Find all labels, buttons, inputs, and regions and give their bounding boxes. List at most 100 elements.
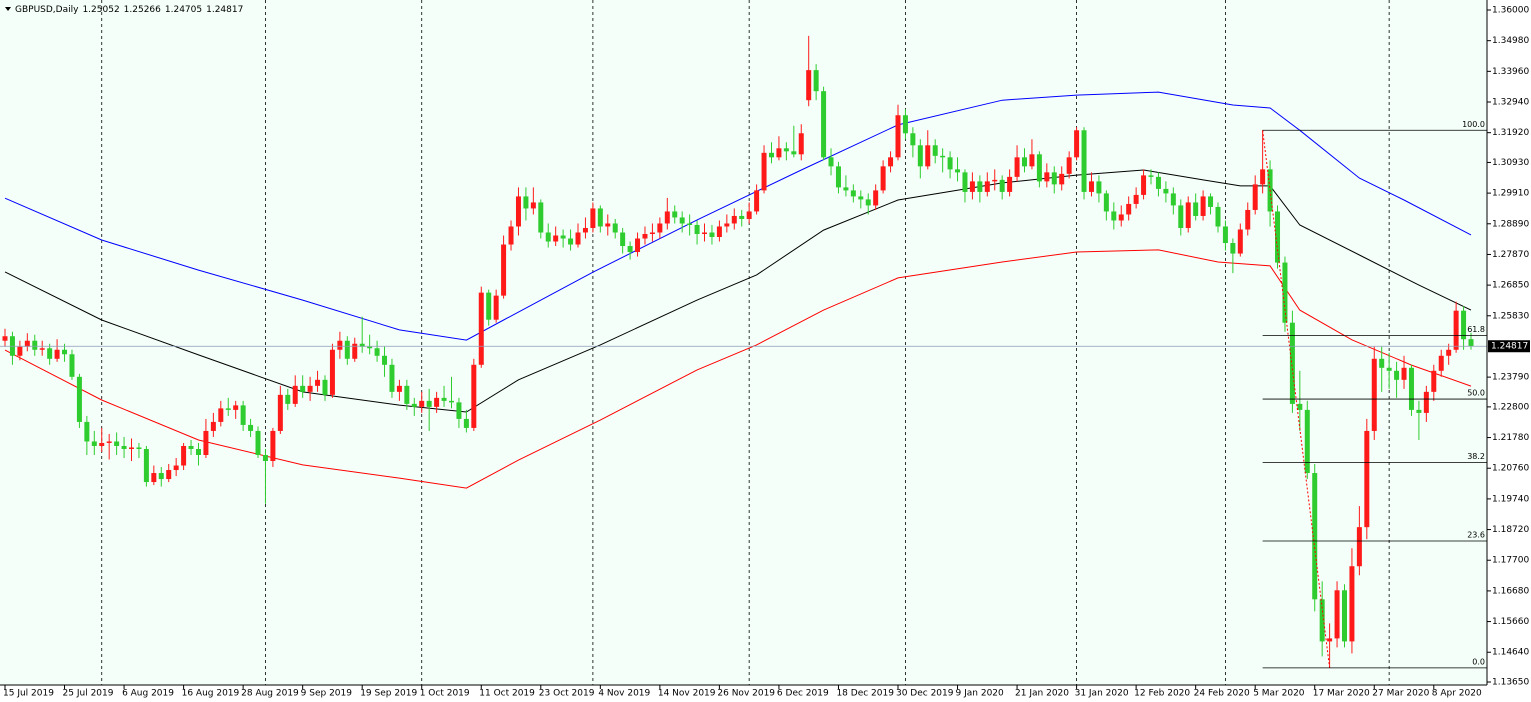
y-tick-label: 1.17700: [1492, 556, 1529, 566]
candle-body: [940, 155, 946, 158]
candle-body: [850, 190, 856, 197]
candle-body: [783, 148, 789, 152]
candle-body: [984, 181, 990, 192]
y-tick-label: 1.30930: [1492, 158, 1529, 168]
candle-body: [1349, 566, 1355, 642]
candle-body: [411, 403, 417, 407]
candle-body: [352, 343, 358, 359]
candle-body: [426, 400, 432, 407]
candle-body: [1208, 196, 1214, 207]
candle-body: [166, 470, 172, 480]
y-tick-label: 1.14640: [1492, 648, 1529, 658]
candle-body: [694, 224, 700, 234]
candle-body: [181, 445, 187, 466]
candle-body: [1327, 638, 1333, 642]
candle-body: [553, 235, 559, 242]
x-tick-label: 14 Nov 2019: [658, 689, 716, 699]
candle-body: [969, 181, 975, 192]
candle-body: [2, 336, 8, 341]
candle-body: [367, 346, 373, 349]
candle-body: [843, 187, 849, 191]
candle-body: [24, 340, 30, 347]
candle-body: [1066, 157, 1072, 174]
candle-body: [1096, 181, 1102, 194]
candle-body: [925, 145, 931, 167]
y-tick-label: 1.25830: [1492, 311, 1529, 321]
y-tick-label: 1.29910: [1492, 189, 1529, 199]
candle-body: [91, 441, 97, 446]
candle-body: [114, 441, 120, 446]
candle-body: [1163, 188, 1169, 194]
candle-body: [195, 448, 201, 455]
y-tick-label: 1.33960: [1492, 67, 1529, 77]
candle-body: [575, 232, 581, 245]
candle-body: [992, 179, 998, 182]
candle-body: [1341, 590, 1347, 642]
candle-body: [999, 179, 1005, 192]
candle-body: [54, 349, 60, 359]
candle-body: [776, 148, 782, 158]
y-tick-label: 1.15660: [1492, 617, 1529, 627]
candle-body: [932, 145, 938, 156]
y-tick-label: 1.22800: [1492, 402, 1529, 412]
candle-body: [1461, 310, 1467, 340]
candle-body: [389, 364, 395, 392]
candle-body: [1007, 176, 1013, 192]
candle-body: [106, 441, 112, 443]
candle-body: [1059, 173, 1065, 185]
candle-body: [590, 208, 596, 228]
candle-body: [508, 226, 514, 245]
candle-body: [605, 223, 611, 227]
candle-body: [62, 349, 68, 355]
candle-body: [374, 348, 380, 356]
x-tick-label: 27 Mar 2020: [1372, 689, 1429, 699]
candle-body: [1222, 226, 1228, 244]
x-tick-label: 21 Jan 2020: [1015, 689, 1069, 699]
candle-body: [285, 394, 291, 404]
candle-body: [716, 226, 722, 238]
candle-body: [1126, 203, 1132, 215]
candle-body: [821, 91, 827, 158]
candle-body: [1423, 391, 1429, 413]
candle-body: [1394, 370, 1400, 380]
menu-icon[interactable]: [5, 7, 11, 11]
candle-body: [84, 421, 90, 442]
candle-body: [1401, 367, 1407, 380]
candle-body: [538, 202, 544, 233]
candle-body: [955, 169, 961, 173]
plot-background: [0, 0, 1487, 685]
candle-body: [917, 145, 923, 167]
candle-body: [1103, 193, 1109, 212]
candle-body: [248, 424, 254, 431]
x-tick-label: 11 Oct 2019: [479, 689, 535, 699]
fibo-level-label: 23.6: [1467, 530, 1485, 539]
candle-body: [501, 244, 507, 296]
y-tick-label: 1.26850: [1492, 281, 1529, 291]
candle-body: [129, 447, 135, 449]
candle-body: [530, 202, 536, 209]
candle-body: [620, 232, 626, 247]
candle-body: [709, 232, 715, 238]
candle-body: [1379, 358, 1385, 368]
candle-body: [76, 376, 82, 422]
candle-body: [188, 445, 194, 449]
candle-body: [679, 217, 685, 224]
candle-body: [768, 152, 774, 158]
candle-body: [627, 246, 633, 253]
candle-body: [463, 418, 469, 428]
candle-body: [210, 421, 216, 431]
current-price-label: 1.24817: [1491, 342, 1528, 352]
x-tick-label: 25 Jul 2019: [63, 689, 114, 699]
candle-body: [39, 348, 45, 350]
candle-body: [1044, 172, 1050, 182]
candle-body: [337, 340, 343, 350]
candle-body: [560, 235, 566, 239]
x-tick-label: 9 Sep 2019: [301, 689, 353, 699]
y-tick-label: 1.18720: [1492, 525, 1529, 535]
candle-body: [828, 157, 834, 167]
x-tick-label: 4 Nov 2019: [598, 689, 650, 699]
candle-body: [902, 115, 908, 134]
candle-body: [649, 232, 655, 234]
ohlc-value: 1.24817: [206, 5, 243, 15]
candle-body: [858, 196, 864, 200]
